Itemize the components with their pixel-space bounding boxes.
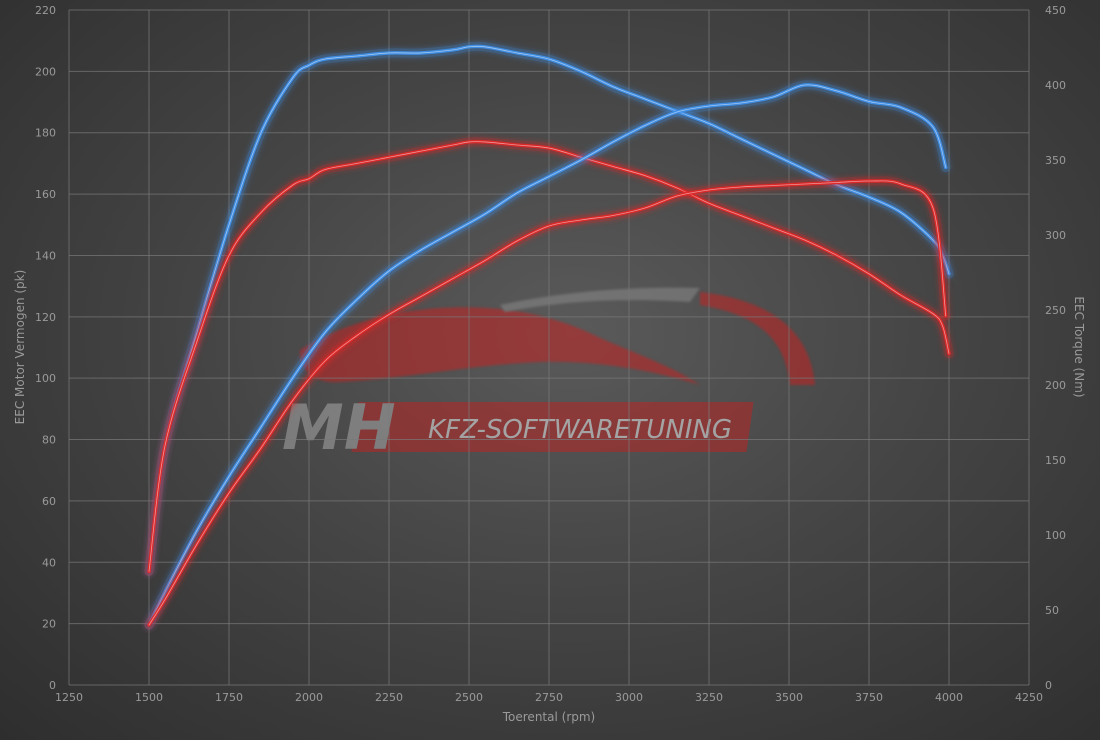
series-line-1 xyxy=(144,137,954,576)
y-tick-label: 200 xyxy=(35,65,56,78)
y-tick-label: 60 xyxy=(42,495,56,508)
x-tick-label: 2000 xyxy=(295,691,323,704)
series-highlight-3 xyxy=(148,180,947,626)
series-line-3 xyxy=(144,176,951,630)
y2-tick-label: 50 xyxy=(1045,604,1059,617)
series-highlight-1 xyxy=(148,141,950,572)
y2-axis-title: EEC Torque (Nm) xyxy=(1072,296,1086,397)
y2-tick-label: 300 xyxy=(1045,229,1066,242)
x-tick-label: 4000 xyxy=(935,691,963,704)
x-tick-label: 4250 xyxy=(1015,691,1043,704)
watermark-swoosh-red xyxy=(700,292,815,385)
x-tick-label: 3000 xyxy=(615,691,643,704)
grid-lines xyxy=(68,9,1030,686)
x-tick-label: 1500 xyxy=(135,691,163,704)
y2-tick-label: 450 xyxy=(1045,4,1066,17)
y-tick-label: 120 xyxy=(35,311,56,324)
y2-tick-label: 150 xyxy=(1045,454,1066,467)
y2-tick-label: 100 xyxy=(1045,529,1066,542)
y-tick-label: 20 xyxy=(42,618,56,631)
x-axis-title: Toerental (rpm) xyxy=(502,710,595,724)
y2-tick-label: 400 xyxy=(1045,79,1066,92)
tick-labels: 1250 1500 1750 2000 2250 2500 2750 3000 3250 3500… xyxy=(35,4,1066,704)
x-tick-label: 1250 xyxy=(55,691,83,704)
watermark-mh-text: MH xyxy=(282,391,396,464)
y-tick-label: 180 xyxy=(35,127,56,140)
y-tick-label: 100 xyxy=(35,372,56,385)
y-tick-label: 160 xyxy=(35,188,56,201)
watermark-car-silhouette xyxy=(299,307,700,385)
y2-tick-label: 250 xyxy=(1045,304,1066,317)
y2-tick-label: 0 xyxy=(1045,679,1052,692)
y-axis-title: EEC Motor Vermogen (pk) xyxy=(13,270,27,425)
y-tick-label: 80 xyxy=(42,434,56,447)
x-tick-label: 3500 xyxy=(775,691,803,704)
x-tick-label: 2500 xyxy=(455,691,483,704)
series-line-2 xyxy=(144,80,951,630)
x-tick-label: 2250 xyxy=(375,691,403,704)
y-tick-label: 220 xyxy=(35,4,56,17)
watermark-banner-text: KFZ-SOFTWARETUNING xyxy=(428,415,732,445)
series-curves xyxy=(144,41,954,630)
series-highlight-2 xyxy=(148,84,947,626)
x-tick-label: 3750 xyxy=(855,691,883,704)
x-tick-label: 1750 xyxy=(215,691,243,704)
y-tick-label: 0 xyxy=(49,679,56,692)
y2-tick-label: 200 xyxy=(1045,379,1066,392)
x-tick-label: 3250 xyxy=(695,691,723,704)
x-tick-label: 2750 xyxy=(535,691,563,704)
y2-tick-label: 350 xyxy=(1045,154,1066,167)
y-tick-label: 40 xyxy=(42,556,56,569)
y-tick-label: 140 xyxy=(35,249,56,262)
watermark-swoosh-grey xyxy=(500,287,700,312)
